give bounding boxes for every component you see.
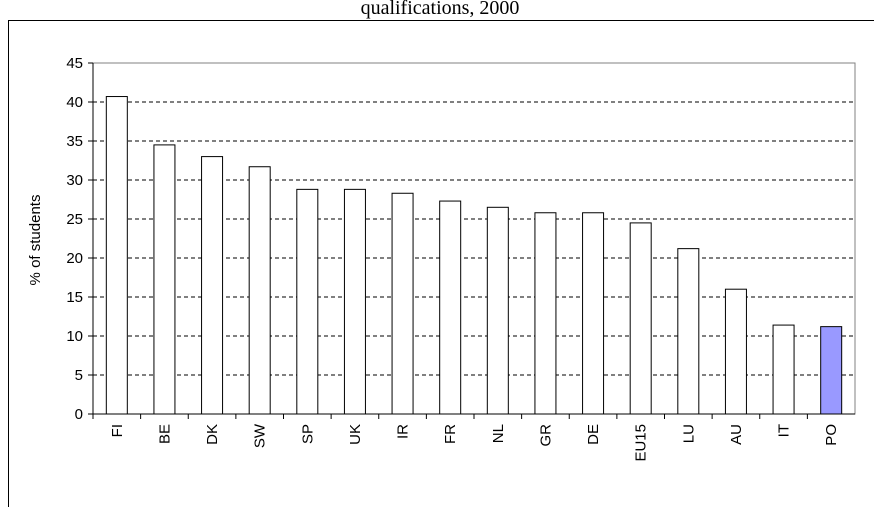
x-tick-label: EU15 [633, 424, 650, 462]
x-tick-label: NL [490, 424, 507, 443]
y-tick-label: 30 [66, 172, 83, 189]
x-tick-label: AU [728, 424, 745, 445]
x-tick-label: DK [204, 424, 221, 445]
bar [772, 324, 795, 415]
y-tick-label: 40 [66, 94, 83, 111]
x-tick-label: LU [680, 424, 697, 443]
x-tick-label: SP [299, 424, 316, 444]
chart-title: qualifications, 2000 [361, 0, 520, 19]
bar [677, 248, 700, 415]
bar [201, 156, 224, 415]
y-tick-label: 10 [66, 328, 83, 345]
x-tick-label: BE [156, 424, 173, 444]
x-tick-label: DE [585, 424, 602, 445]
x-tick-label: IT [776, 424, 793, 437]
y-tick-label: 0 [75, 406, 83, 423]
x-tick-label: SW [252, 423, 269, 448]
x-tick-label: GR [537, 424, 554, 447]
bar [820, 326, 843, 415]
y-tick-label: 20 [66, 250, 83, 267]
chart-border [8, 20, 874, 507]
y-tick-label: 35 [66, 133, 83, 150]
y-tick-label: 25 [66, 211, 83, 228]
bar [486, 206, 509, 415]
x-tick-label: IR [395, 424, 412, 439]
bar [439, 200, 462, 415]
bar [248, 166, 271, 415]
y-tick-label: 15 [66, 289, 83, 306]
x-tick-label: UK [347, 424, 364, 445]
x-tick-label: FI [109, 424, 126, 437]
bar [582, 212, 605, 415]
bar [343, 188, 366, 415]
bar [296, 188, 319, 415]
y-axis-label: % of students [27, 195, 44, 286]
y-tick-label: 5 [75, 367, 83, 384]
bar [724, 288, 747, 415]
bar [629, 222, 652, 415]
bar [534, 212, 557, 415]
bar [391, 192, 414, 415]
y-tick-label: 45 [66, 55, 83, 72]
x-tick-label: PO [823, 424, 840, 446]
bar [153, 144, 176, 415]
x-tick-label: FR [442, 424, 459, 444]
bar [105, 96, 128, 415]
